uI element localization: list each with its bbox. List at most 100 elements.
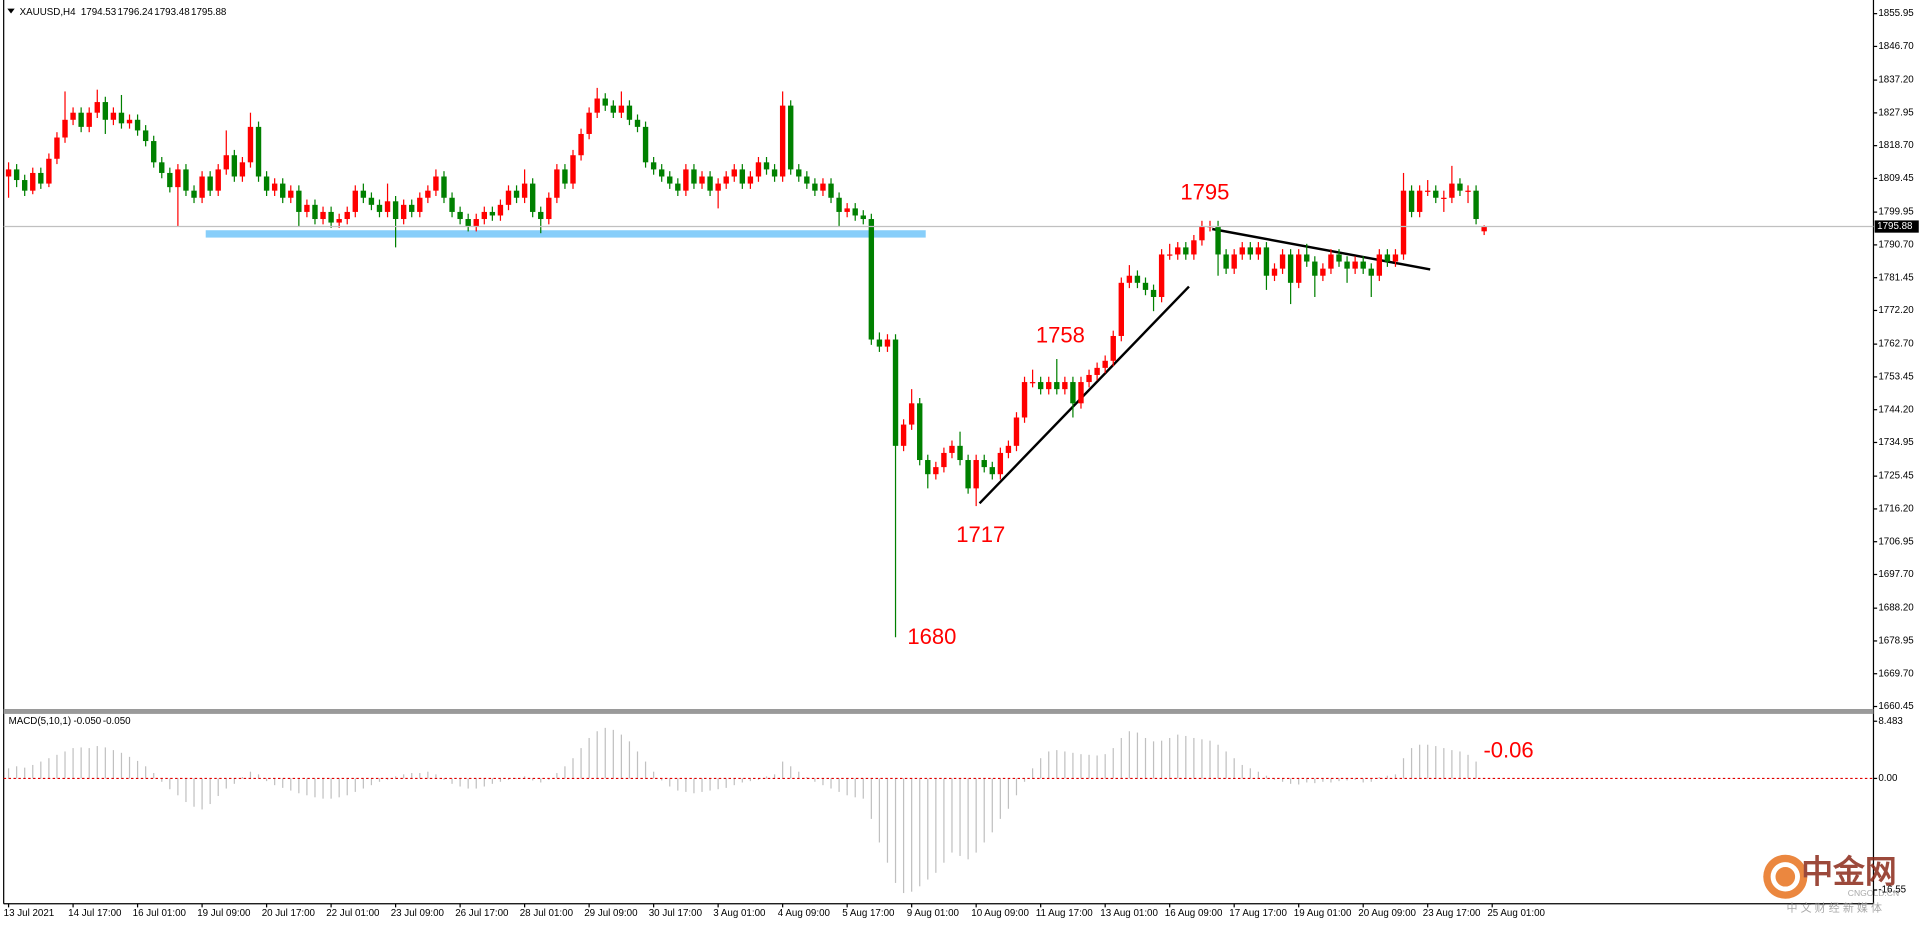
candle-body bbox=[1368, 268, 1374, 276]
candle-body bbox=[441, 176, 447, 198]
candle-body bbox=[1215, 226, 1221, 255]
candle-body bbox=[1175, 247, 1181, 255]
candle-body bbox=[433, 176, 439, 191]
x-tick-label: 16 Jul 01:00 bbox=[133, 908, 187, 919]
candle-body bbox=[1239, 247, 1245, 255]
slogan: 中 文 财 经 新 媒 体 bbox=[1787, 901, 1882, 915]
candle-body bbox=[400, 204, 407, 220]
candle-body bbox=[852, 208, 858, 216]
y-tick-label: 1678.95 bbox=[1878, 636, 1914, 647]
candle-body bbox=[812, 183, 818, 191]
candle-body bbox=[836, 197, 842, 212]
menu-arrow bbox=[7, 8, 15, 14]
candle-body bbox=[900, 424, 907, 446]
candle-body bbox=[271, 183, 278, 191]
candle-body bbox=[949, 445, 955, 453]
candle-body bbox=[1029, 382, 1036, 384]
x-tick-label: 16 Aug 09:00 bbox=[1165, 908, 1223, 919]
candle-body bbox=[1021, 382, 1028, 418]
candle-body bbox=[1086, 374, 1092, 383]
candle-body bbox=[667, 176, 673, 184]
low-readout: 1793.48 bbox=[154, 7, 190, 18]
trend-line bbox=[1212, 227, 1431, 271]
candle-body bbox=[892, 339, 899, 446]
candle-body bbox=[747, 176, 754, 184]
candle-body bbox=[231, 155, 238, 177]
y-tick-label: 1706.95 bbox=[1878, 536, 1914, 547]
y-tick-label: 1772.20 bbox=[1878, 305, 1914, 316]
candle-body bbox=[473, 219, 479, 227]
candle-body bbox=[715, 183, 721, 191]
candle-body bbox=[30, 172, 36, 191]
candle-body bbox=[223, 155, 229, 170]
candle-body bbox=[280, 183, 286, 198]
candle-body bbox=[78, 112, 84, 127]
candle-body bbox=[505, 190, 512, 205]
candle-body bbox=[981, 460, 987, 468]
x-tick-label: 4 Aug 09:00 bbox=[778, 908, 831, 919]
candle-body bbox=[691, 169, 697, 184]
candle-body bbox=[570, 155, 576, 184]
candle-body bbox=[779, 105, 786, 177]
candle-body bbox=[675, 183, 681, 191]
candle-body bbox=[1473, 190, 1479, 220]
annotation: 1795 bbox=[1180, 179, 1229, 204]
candle-body bbox=[126, 119, 133, 124]
candle-body bbox=[215, 169, 221, 191]
candle-body bbox=[957, 445, 963, 461]
candle-body bbox=[973, 460, 979, 489]
candle-body bbox=[997, 452, 1004, 475]
candle-body bbox=[1304, 254, 1310, 262]
x-tick-label: 22 Jul 01:00 bbox=[326, 908, 380, 919]
candle-body bbox=[1037, 382, 1044, 390]
y-tick-label: 1781.45 bbox=[1878, 272, 1914, 283]
candle-body bbox=[296, 190, 302, 212]
candle-body bbox=[1166, 254, 1173, 256]
candle-body bbox=[594, 98, 600, 113]
candle-body bbox=[1102, 360, 1108, 368]
candle-body bbox=[1078, 382, 1084, 404]
candle-body bbox=[626, 105, 633, 120]
annotation: 1717 bbox=[956, 522, 1005, 547]
candle-body bbox=[1118, 282, 1124, 336]
candle-body bbox=[384, 201, 391, 212]
candle-body bbox=[70, 112, 76, 120]
candle-body bbox=[1279, 254, 1286, 269]
candle-body bbox=[699, 176, 705, 184]
x-tick-label: 20 Aug 09:00 bbox=[1358, 908, 1416, 919]
candle-body bbox=[771, 169, 778, 177]
y-tick-label: 1753.45 bbox=[1878, 372, 1914, 383]
candle-body bbox=[634, 119, 641, 127]
y-tick-label: 8.483 bbox=[1878, 716, 1903, 727]
candle-body bbox=[207, 176, 213, 191]
candle-body bbox=[288, 190, 294, 198]
candle-body bbox=[1425, 190, 1431, 192]
candle-body bbox=[167, 172, 173, 188]
candle-body bbox=[13, 169, 20, 181]
candle-body bbox=[707, 176, 713, 191]
candle-body bbox=[989, 467, 995, 475]
candle-body bbox=[255, 126, 262, 177]
candle-body bbox=[1336, 254, 1342, 262]
candle-body bbox=[110, 112, 117, 120]
y-tick-label: 1846.70 bbox=[1878, 41, 1914, 52]
candle-body bbox=[1223, 254, 1229, 269]
candle-body bbox=[54, 137, 60, 159]
y-tick-label: 1837.20 bbox=[1878, 75, 1914, 86]
candle-body bbox=[457, 211, 463, 220]
candle-body bbox=[1271, 268, 1278, 276]
x-tick-label: 30 Jul 17:00 bbox=[649, 908, 703, 919]
y-tick-label: 1799.95 bbox=[1878, 207, 1914, 218]
candle-body bbox=[965, 460, 971, 489]
candle-body bbox=[1255, 247, 1262, 255]
macd-readout: -0.050 bbox=[73, 716, 101, 727]
candle-body bbox=[796, 169, 802, 177]
candle-body bbox=[1441, 197, 1447, 199]
candle-body bbox=[1110, 335, 1116, 361]
y-tick-label: 1790.70 bbox=[1878, 239, 1914, 250]
candle-body bbox=[328, 211, 334, 223]
candle-body bbox=[1287, 254, 1294, 283]
candle-body bbox=[1142, 282, 1149, 290]
x-tick-label: 26 Jul 17:00 bbox=[455, 908, 509, 919]
